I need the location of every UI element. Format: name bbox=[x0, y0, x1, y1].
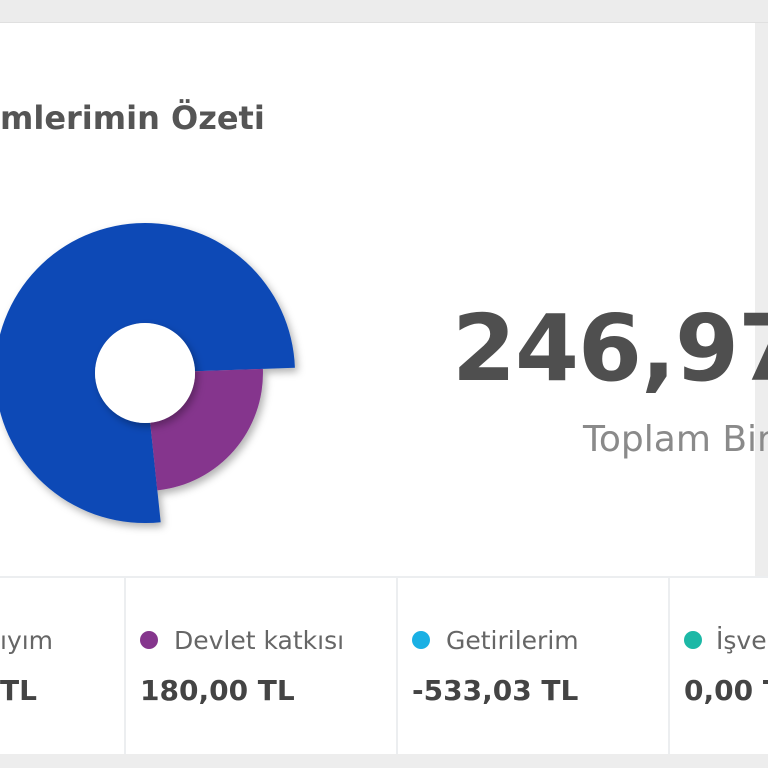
legend-value: TL bbox=[0, 674, 37, 707]
legend-item: İşver 0,00 T bbox=[670, 578, 768, 754]
total-label: Toplam Bir bbox=[583, 419, 768, 460]
legend-dot bbox=[140, 631, 158, 649]
legend-value: 0,00 T bbox=[684, 674, 768, 707]
legend-label: Getirilerim bbox=[446, 626, 579, 655]
segment-savings bbox=[0, 223, 295, 523]
legend-dot bbox=[412, 631, 430, 649]
legend-item: Getirilerim -533,03 TL bbox=[398, 578, 670, 754]
legend-label: İşver bbox=[716, 626, 768, 655]
legend-item: ıyım TL bbox=[0, 578, 126, 754]
legend-value: 180,00 TL bbox=[140, 674, 295, 707]
segment-state bbox=[150, 368, 263, 491]
donut-hole bbox=[95, 323, 195, 423]
legend-dot bbox=[684, 631, 702, 649]
legend-label: Devlet katkısı bbox=[174, 626, 345, 655]
legend-row: ıyım TL Devlet katkısı 180,00 TL Getiril… bbox=[0, 576, 768, 754]
donut-chart bbox=[0, 223, 295, 523]
card-title: mlerimin Özeti bbox=[0, 99, 265, 137]
top-bar bbox=[0, 0, 768, 23]
legend-label: ıyım bbox=[0, 626, 54, 655]
total-amount: 246,97 bbox=[452, 295, 768, 402]
legend-item: Devlet katkısı 180,00 TL bbox=[126, 578, 398, 754]
legend-value: -533,03 TL bbox=[412, 674, 579, 707]
